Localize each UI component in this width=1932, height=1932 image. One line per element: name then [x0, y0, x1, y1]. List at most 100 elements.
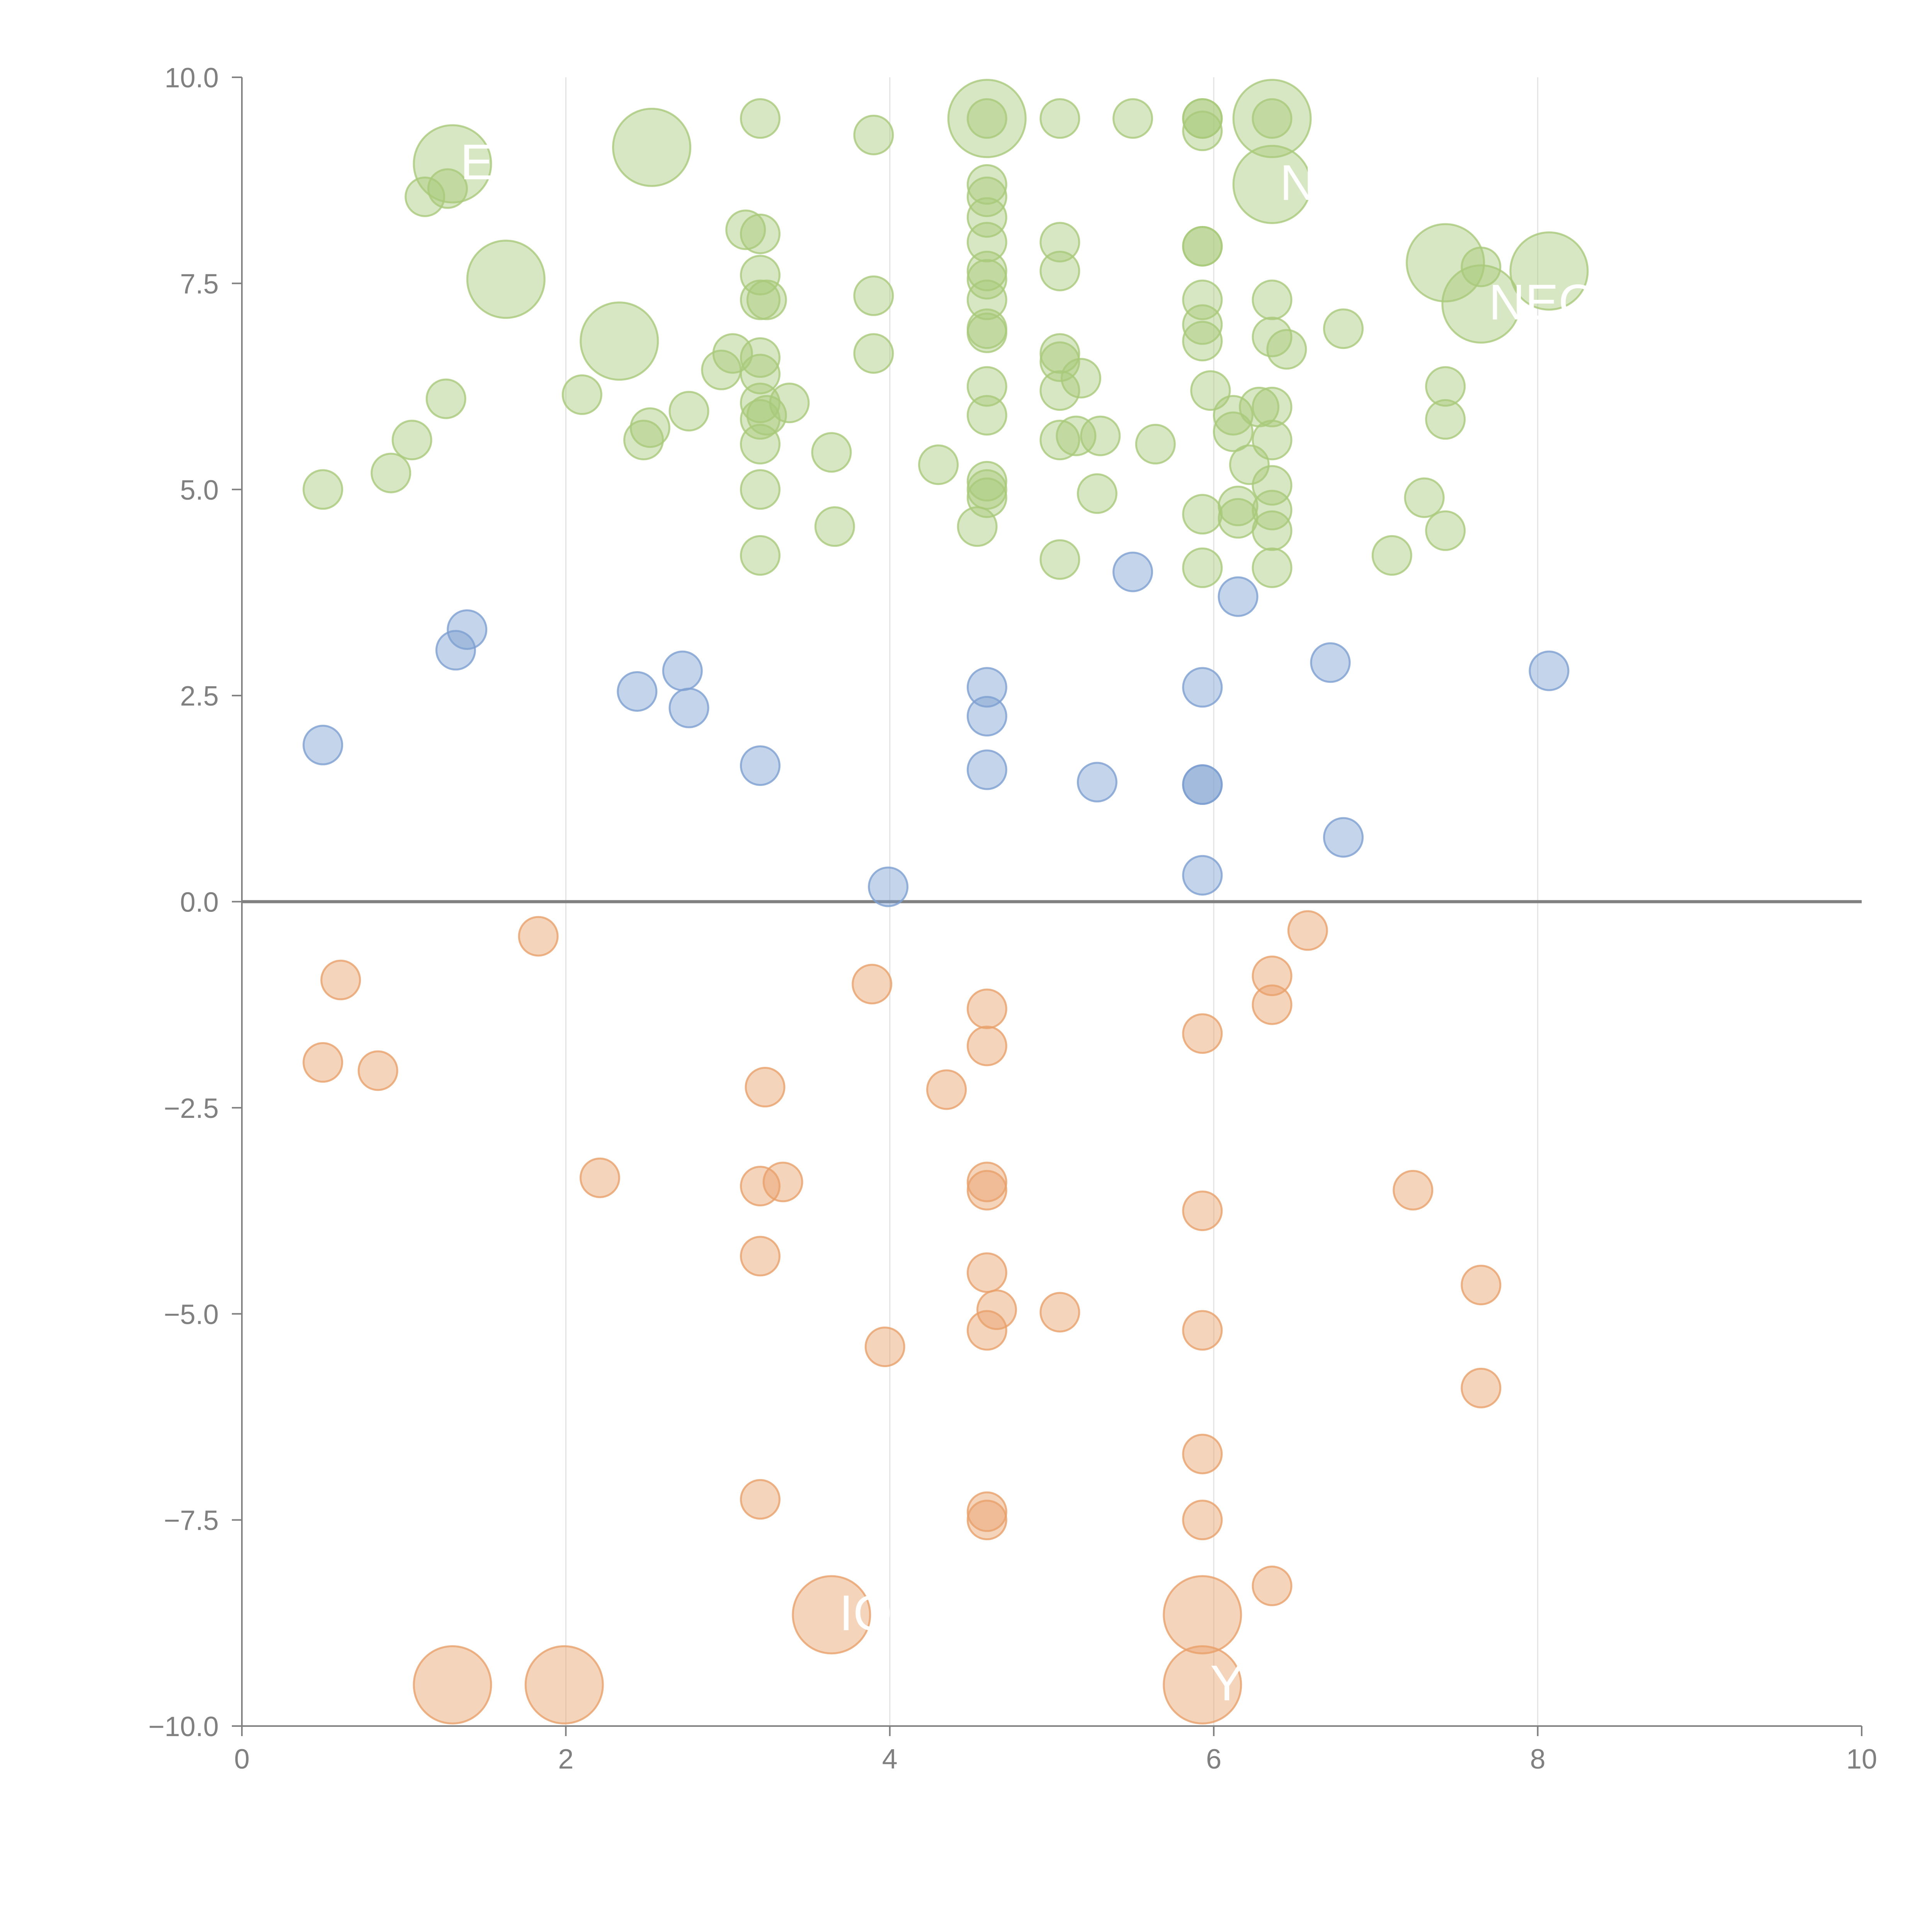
data-point-mid	[1077, 762, 1117, 803]
data-point-low	[966, 1162, 1007, 1202]
data-point-high	[853, 114, 894, 155]
data-point-high	[740, 354, 781, 395]
data-point-high	[966, 222, 1007, 263]
y-tick-label: −5.0	[164, 1299, 219, 1330]
data-point-high	[1218, 498, 1259, 539]
data-point-high	[1077, 473, 1117, 514]
data-point-high	[1039, 420, 1080, 461]
data-point-high	[1039, 341, 1080, 382]
data-point-high	[740, 98, 781, 139]
data-point-high	[1039, 539, 1080, 580]
data-point-high	[413, 124, 492, 204]
data-point-high	[1461, 247, 1502, 287]
data-point-high	[966, 176, 1007, 217]
data-point-mid	[668, 687, 709, 728]
data-point-high	[740, 337, 781, 378]
data-point-high	[966, 279, 1007, 320]
data-point-high	[1252, 465, 1293, 506]
data-point-high	[966, 98, 1007, 139]
data-point-low	[524, 1645, 604, 1725]
data-point-high	[1252, 547, 1293, 588]
y-tick-label: −7.5	[164, 1505, 219, 1536]
data-point-high	[612, 107, 692, 187]
data-point-high	[1060, 358, 1101, 399]
data-point-mid	[1323, 817, 1364, 858]
data-point-high	[740, 469, 781, 510]
data-point-high	[1056, 415, 1097, 456]
x-tick-label: 10	[1846, 1744, 1877, 1775]
data-point-high	[1406, 223, 1485, 303]
data-point-high	[1182, 494, 1223, 535]
data-point-low	[966, 1491, 1007, 1532]
x-tick-label: 0	[234, 1744, 250, 1775]
data-point-high	[1080, 415, 1121, 456]
data-point-high	[623, 420, 664, 461]
data-point-high	[725, 209, 766, 250]
data-point-high	[405, 176, 446, 217]
data-point-low	[1252, 1565, 1293, 1606]
x-tick-label: 4	[882, 1744, 898, 1775]
data-point-low	[1182, 1310, 1223, 1351]
data-point-high	[1182, 321, 1223, 362]
data-point-high	[1213, 411, 1254, 452]
y-tick-label: −2.5	[164, 1093, 219, 1124]
data-point-low	[792, 1575, 871, 1655]
data-point-low	[518, 916, 559, 957]
data-point-high	[811, 432, 852, 473]
data-point-high	[1266, 329, 1307, 370]
data-point-low	[966, 988, 1007, 1029]
bubble-label: N	[1280, 154, 1316, 211]
data-point-high	[947, 79, 1027, 158]
data-point-high	[1182, 226, 1223, 267]
data-point-high	[1135, 423, 1176, 464]
data-point-high	[1112, 98, 1153, 139]
data-point-low	[357, 1050, 398, 1091]
data-point-high	[1252, 98, 1293, 139]
axes: 0 2 4 6 8 10 −10.0 −7.5 −5.0 −2.5 0.0 2.5 5.0 7.5 10.0	[148, 63, 1877, 1775]
data-point-high	[1252, 510, 1293, 551]
data-point-high	[966, 250, 1007, 291]
bubble-label: Y	[1210, 1655, 1244, 1711]
data-point-high	[1182, 111, 1223, 151]
data-point-high	[580, 301, 659, 381]
data-point-low	[1393, 1170, 1434, 1211]
data-point-high	[746, 395, 787, 436]
data-point-high	[740, 255, 781, 296]
data-point-high	[1371, 535, 1412, 576]
data-point-low	[740, 1236, 781, 1277]
data-point-low	[1163, 1575, 1242, 1655]
data-point-high	[1441, 264, 1521, 344]
data-point-low	[1182, 1013, 1223, 1054]
data-point-high	[1182, 279, 1223, 320]
y-tick-label: −10.0	[148, 1711, 219, 1742]
bubble-labels: E N NEO IO Y	[460, 134, 1598, 1711]
data-point-mid	[868, 866, 909, 907]
data-point-low	[966, 1500, 1007, 1541]
data-point-high	[1509, 231, 1589, 311]
data-point-mid	[1218, 576, 1259, 617]
data-point-high	[561, 374, 602, 415]
data-point-high	[1218, 485, 1259, 526]
data-point-high	[966, 395, 1007, 436]
data-point-high	[371, 452, 412, 493]
data-point-low	[579, 1157, 620, 1198]
data-point-low	[1461, 1265, 1502, 1306]
data-point-high	[1182, 547, 1223, 588]
data-point-high	[1252, 279, 1293, 320]
data-point-mid	[740, 745, 781, 786]
data-point-high	[1252, 420, 1293, 461]
data-point-mid	[1182, 855, 1223, 896]
data-point-mid	[1529, 650, 1570, 691]
bubble-label: NEO	[1489, 274, 1598, 330]
data-point-low	[1287, 910, 1328, 951]
data-point-low	[1163, 1645, 1242, 1725]
data-point-mid	[966, 696, 1007, 736]
data-point-mid	[1112, 551, 1153, 592]
data-point-mid	[1182, 764, 1223, 805]
data-point-low	[745, 1067, 786, 1108]
data-point-high	[1425, 510, 1466, 551]
data-point-low	[1182, 1190, 1223, 1231]
data-point-low	[926, 1069, 967, 1110]
data-point-high	[425, 378, 466, 419]
